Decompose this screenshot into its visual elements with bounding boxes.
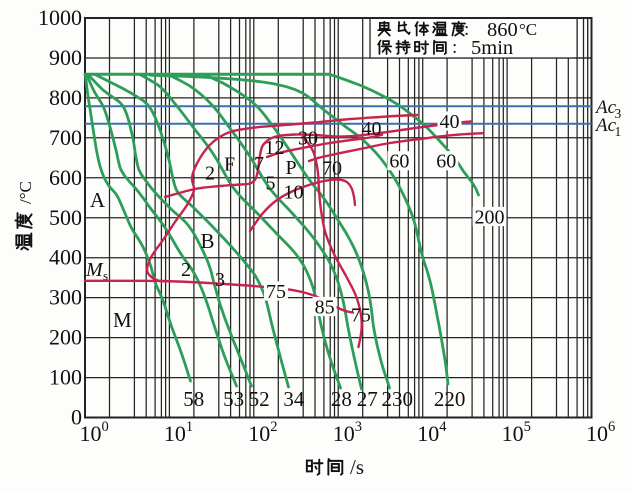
svg-text::: : (464, 19, 469, 40)
svg-text:5: 5 (266, 172, 276, 194)
svg-text:7: 7 (254, 153, 264, 175)
svg-text:M: M (113, 308, 132, 332)
svg-text:400: 400 (49, 245, 82, 270)
svg-text:1000: 1000 (38, 5, 82, 30)
svg-text:10: 10 (164, 421, 186, 446)
svg-text:3: 3 (355, 419, 362, 435)
svg-text:40: 40 (440, 111, 460, 133)
svg-text:5: 5 (524, 419, 531, 435)
svg-text:85: 85 (315, 296, 335, 318)
svg-text:1: 1 (186, 419, 193, 435)
svg-text:27: 27 (357, 387, 378, 411)
svg-text:P: P (285, 157, 296, 179)
svg-text:28: 28 (331, 387, 352, 411)
svg-text:10: 10 (333, 421, 355, 446)
svg-text:2: 2 (270, 419, 277, 435)
svg-text:200: 200 (49, 325, 82, 350)
svg-text:75: 75 (266, 281, 286, 303)
svg-text:10: 10 (586, 421, 608, 446)
svg-text:600: 600 (49, 165, 82, 190)
svg-text::: : (452, 37, 457, 58)
svg-text:A: A (90, 188, 106, 212)
svg-text:F: F (224, 153, 235, 175)
svg-text:3: 3 (615, 106, 622, 121)
svg-text:300: 300 (49, 285, 82, 310)
svg-text:220: 220 (434, 387, 466, 411)
svg-text:58: 58 (183, 387, 204, 411)
svg-text:2: 2 (205, 162, 215, 184)
svg-text:800: 800 (49, 85, 82, 110)
svg-text:60: 60 (436, 151, 456, 173)
svg-text:34: 34 (283, 387, 305, 411)
svg-text:52: 52 (249, 387, 270, 411)
svg-text:10: 10 (502, 421, 524, 446)
svg-text:200: 200 (475, 206, 505, 228)
svg-text:230: 230 (381, 387, 413, 411)
svg-text:10: 10 (248, 421, 270, 446)
svg-text:6: 6 (608, 419, 615, 435)
svg-text:4: 4 (439, 419, 447, 435)
svg-text:900: 900 (49, 45, 82, 70)
svg-text:Ac: Ac (594, 115, 617, 136)
svg-text:s: s (103, 268, 108, 283)
svg-text:100: 100 (49, 365, 82, 390)
svg-text:M: M (85, 259, 104, 281)
svg-text:500: 500 (49, 205, 82, 230)
svg-text:40: 40 (362, 118, 382, 140)
svg-text:70: 70 (322, 157, 342, 179)
svg-text:60: 60 (389, 151, 409, 173)
svg-text:700: 700 (49, 125, 82, 150)
svg-text:5min: 5min (471, 37, 513, 59)
svg-text:B: B (200, 229, 214, 253)
svg-text:10: 10 (80, 421, 102, 446)
svg-text:/°C: /°C (16, 181, 35, 204)
svg-text:0: 0 (102, 419, 109, 435)
svg-text:1: 1 (615, 124, 622, 139)
svg-text:10: 10 (417, 421, 439, 446)
svg-text:30: 30 (298, 127, 318, 149)
svg-text:°C: °C (519, 20, 537, 39)
svg-text:3: 3 (215, 269, 225, 291)
svg-text:53: 53 (223, 387, 244, 411)
svg-text:2: 2 (181, 259, 191, 281)
svg-text:10: 10 (284, 181, 304, 203)
svg-text:/s: /s (350, 455, 364, 479)
svg-text:12: 12 (265, 137, 285, 159)
svg-text:75: 75 (351, 305, 371, 327)
